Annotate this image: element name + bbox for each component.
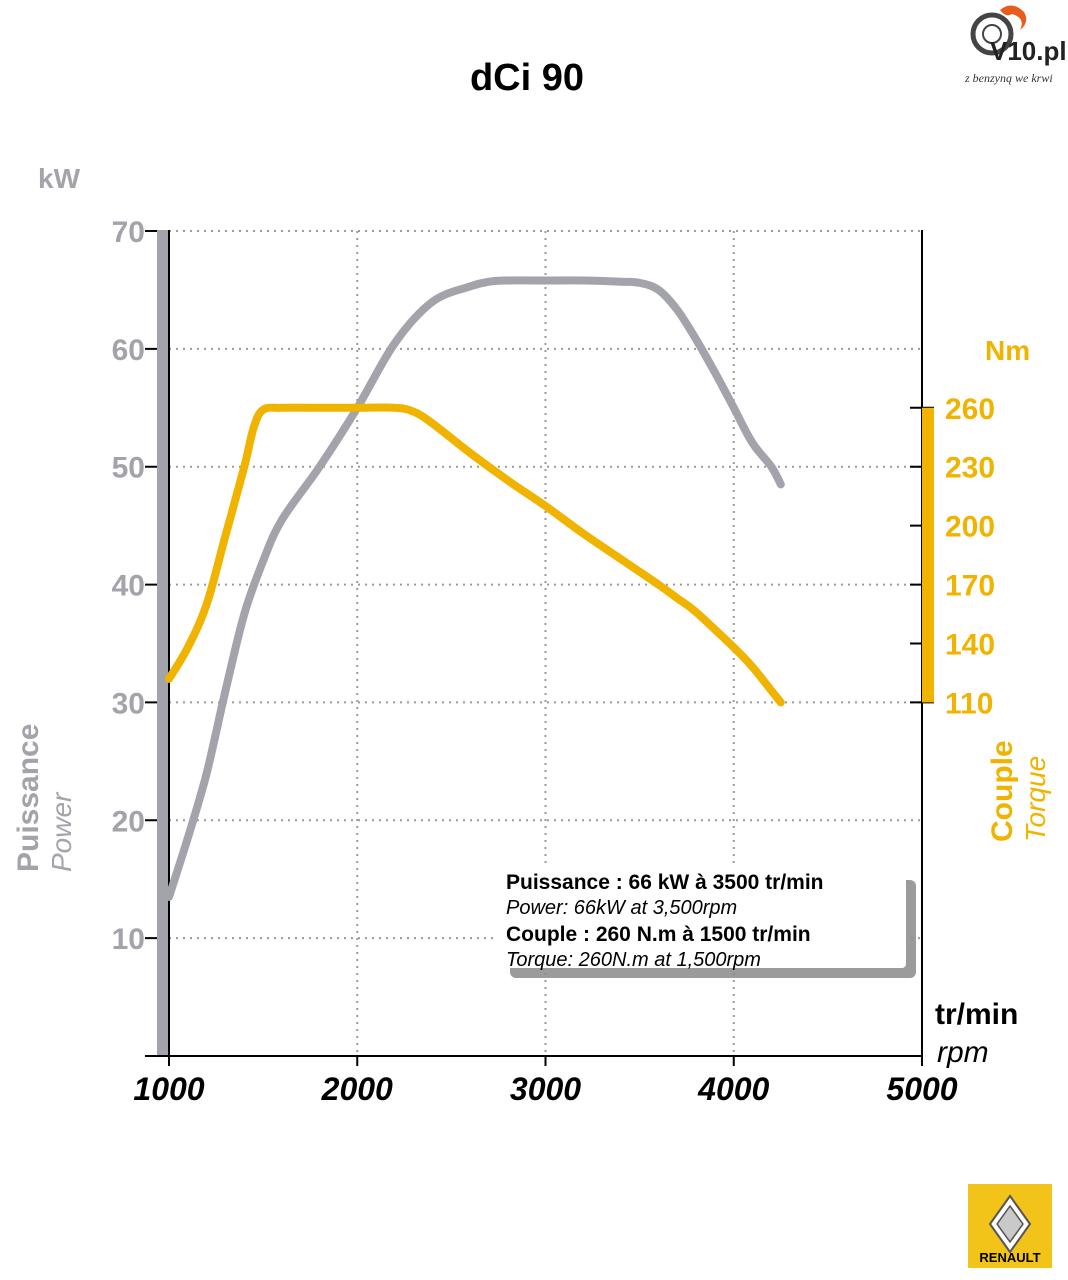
x-tick-label: 4000 <box>697 1071 769 1107</box>
y-left-title-fr: Puissance <box>12 724 45 872</box>
annotation-torque-fr: Couple : 260 N.m à 1500 tr/min <box>506 923 811 946</box>
v10-logo: V10.pl z benzyną we krwi <box>964 5 1067 85</box>
y-right-tick-label: 200 <box>945 511 995 544</box>
tire-icon <box>970 12 1014 56</box>
y-left-axis-bar <box>157 230 169 1056</box>
y-left-tick-label: 20 <box>112 805 145 838</box>
y-right-axis-bar <box>922 407 934 703</box>
logo-tagline: z benzyną we krwi <box>964 71 1053 85</box>
y-right-tick-label: 170 <box>945 570 995 603</box>
y-left-title: Puissance Power <box>12 724 77 872</box>
brand-name: RENAULT <box>979 1250 1040 1265</box>
x-ticks: 1000 2000 3000 4000 5000 <box>133 1056 958 1107</box>
logo-text: V10.pl <box>990 36 1067 66</box>
y-right-title-en: Torque <box>1020 756 1051 842</box>
y-left-tick-label: 40 <box>112 570 145 603</box>
x-unit: tr/min <box>935 998 1018 1031</box>
y-left-ticks: 10 20 30 40 50 60 70 <box>112 216 169 956</box>
annotation-power-fr: Puissance : 66 kW à 3500 tr/min <box>506 871 823 894</box>
y-left-tick-label: 60 <box>112 334 145 367</box>
y-right-title-fr: Couple <box>986 740 1019 842</box>
x-tick-label: 5000 <box>886 1071 957 1107</box>
y-left-tick-label: 50 <box>112 452 145 485</box>
y-right-tick-label: 260 <box>945 393 995 426</box>
y-left-tick-label: 10 <box>112 923 145 956</box>
annotation-power-en: Power: 66kW at 3,500rpm <box>506 897 737 919</box>
chart-title: dCi 90 <box>470 57 584 99</box>
y-right-title: Couple Torque <box>986 740 1051 842</box>
x-unit-en: rpm <box>937 1036 989 1069</box>
y-left-tick-label: 30 <box>112 687 145 720</box>
annotation-box: Puissance : 66 kW à 3500 tr/min Power: 6… <box>498 866 916 978</box>
x-tick-label: 2000 <box>321 1071 393 1107</box>
y-right-unit: Nm <box>985 335 1030 366</box>
y-right-tick-label: 140 <box>945 629 995 662</box>
y-left-title-en: Power <box>46 791 77 872</box>
series-torque-line <box>165 403 785 707</box>
series-power-line <box>165 276 785 901</box>
y-right-tick-label: 230 <box>945 452 995 485</box>
y-right-ticks: 110 140 170 200 230 260 <box>910 393 995 720</box>
renault-logo: RENAULT <box>968 1184 1052 1268</box>
y-left-unit: kW <box>38 163 81 194</box>
y-right-tick-label: 110 <box>945 687 993 720</box>
x-tick-label: 1000 <box>133 1071 204 1107</box>
flame-icon <box>1000 5 1027 30</box>
y-left-tick-label: 70 <box>112 216 145 249</box>
x-tick-label: 3000 <box>510 1071 581 1107</box>
annotation-torque-en: Torque: 260N.m at 1,500rpm <box>506 949 761 971</box>
